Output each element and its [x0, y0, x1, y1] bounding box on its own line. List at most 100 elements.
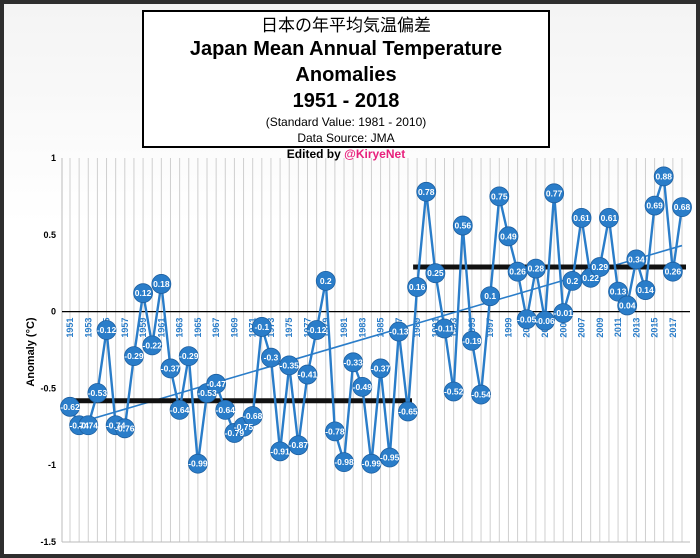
- data-label: -0.87: [289, 440, 309, 450]
- data-point: [288, 435, 309, 456]
- data-point: [361, 453, 382, 474]
- data-label: -0.74: [79, 420, 99, 430]
- data-label: -0.11: [435, 323, 454, 333]
- data-label: -0.95: [380, 453, 400, 463]
- data-label: -0.79: [225, 428, 245, 438]
- x-tick-label: 1985: [376, 318, 386, 338]
- data-label: -0.33: [343, 357, 363, 367]
- y-tick-label: -0.5: [40, 383, 56, 393]
- series-layer: [60, 166, 692, 474]
- data-label: 0.68: [674, 202, 691, 212]
- data-label: -0.64: [170, 405, 190, 415]
- data-point: [270, 441, 290, 462]
- data-point: [626, 249, 647, 270]
- data-label: 0.49: [500, 231, 517, 241]
- data-label: 0.88: [655, 171, 672, 181]
- x-tick-label: 2011: [613, 318, 623, 338]
- data-point: [425, 263, 446, 284]
- data-point: [644, 195, 665, 216]
- data-point: [343, 352, 364, 373]
- data-point: [133, 283, 153, 304]
- y-tick-label: -1.5: [40, 537, 56, 547]
- data-label: -0.53: [88, 388, 108, 398]
- data-label: -0.74: [106, 420, 126, 430]
- x-tick-label: 1969: [229, 318, 239, 338]
- data-label: 0.16: [409, 282, 426, 292]
- data-point: [124, 346, 144, 367]
- data-label: -0.06: [535, 316, 555, 326]
- data-label: -0.41: [298, 370, 318, 380]
- data-labels: -0.62-0.74-0.74-0.53-0.12-0.74-0.76-0.29…: [60, 171, 690, 468]
- credit-prefix: Edited by: [286, 147, 345, 161]
- x-tick-label: 2005: [558, 318, 568, 338]
- data-point: [187, 453, 208, 474]
- title-box: 日本の年平均気温偏差 Japan Mean Annual Temperature…: [142, 10, 550, 161]
- x-tick-label: 1957: [120, 318, 130, 338]
- data-label: 0.2: [320, 276, 332, 286]
- x-tick-label: 1989: [412, 318, 422, 338]
- data-point: [60, 396, 80, 417]
- x-tick-label: 1953: [83, 318, 93, 338]
- data-label: -0.05: [517, 314, 537, 324]
- data-label: 0.2: [566, 276, 578, 286]
- data-point: [635, 280, 656, 300]
- data-label: 0.28: [528, 264, 545, 274]
- chart-subtitle-standard: (Standard Value: 1981 - 2010): [265, 115, 427, 129]
- data-point: [87, 383, 108, 403]
- data-point: [617, 295, 638, 316]
- data-label: 0.25: [427, 268, 444, 278]
- data-point: [169, 400, 190, 420]
- data-label: -0.78: [325, 426, 345, 436]
- x-tick-label: 1961: [156, 318, 166, 338]
- data-label: -0.19: [462, 336, 482, 346]
- x-tick-label: 1951: [65, 318, 75, 338]
- data-label: 0.78: [418, 187, 435, 197]
- data-label: -0.68: [243, 411, 263, 421]
- x-tick-label: 1965: [193, 318, 203, 338]
- data-label: -0.54: [471, 390, 491, 400]
- x-tick-label: 1967: [211, 318, 221, 338]
- data-label: -0.22: [143, 340, 163, 350]
- data-point: [388, 321, 409, 342]
- data-point: [370, 358, 391, 379]
- data-point: [452, 215, 473, 236]
- x-tick-label: 2007: [577, 318, 587, 338]
- data-point: [471, 384, 491, 405]
- data-label: -0.29: [179, 351, 199, 361]
- data-point: [489, 186, 510, 207]
- data-label: -0.12: [97, 325, 117, 335]
- data-point: [334, 452, 354, 473]
- data-point: [571, 208, 592, 228]
- data-point: [498, 226, 519, 247]
- data-label: -0.37: [371, 363, 391, 373]
- data-label: 0.12: [135, 288, 152, 298]
- data-label: -0.29: [124, 351, 144, 361]
- x-tick-label: 1983: [357, 318, 367, 338]
- data-label: 0.77: [546, 188, 563, 198]
- y-tick-label: -1: [48, 460, 56, 470]
- data-label: -0.91: [270, 446, 290, 456]
- data-point: [315, 270, 336, 291]
- data-point: [215, 400, 236, 420]
- data-point: [279, 355, 300, 376]
- data-point: [535, 310, 555, 331]
- data-label: 0.56: [455, 221, 472, 231]
- data-point: [434, 318, 455, 339]
- chart-credit: Edited by @KiryeNet: [144, 146, 548, 162]
- data-label: -0.01: [554, 308, 574, 318]
- data-label: -0.99: [188, 459, 208, 469]
- data-label: -0.99: [362, 459, 382, 469]
- chart-year-range: 1951 - 2018: [292, 90, 400, 112]
- data-label: -0.74: [69, 420, 89, 430]
- data-point: [160, 358, 181, 379]
- data-label: 0.22: [582, 273, 599, 283]
- data-point: [589, 257, 610, 277]
- data-point: [653, 166, 674, 187]
- data-point: [599, 208, 619, 228]
- data-label: -0.65: [398, 406, 418, 416]
- data-point: [96, 320, 117, 340]
- data-point: [352, 376, 373, 397]
- x-tick-label: 2009: [595, 318, 605, 338]
